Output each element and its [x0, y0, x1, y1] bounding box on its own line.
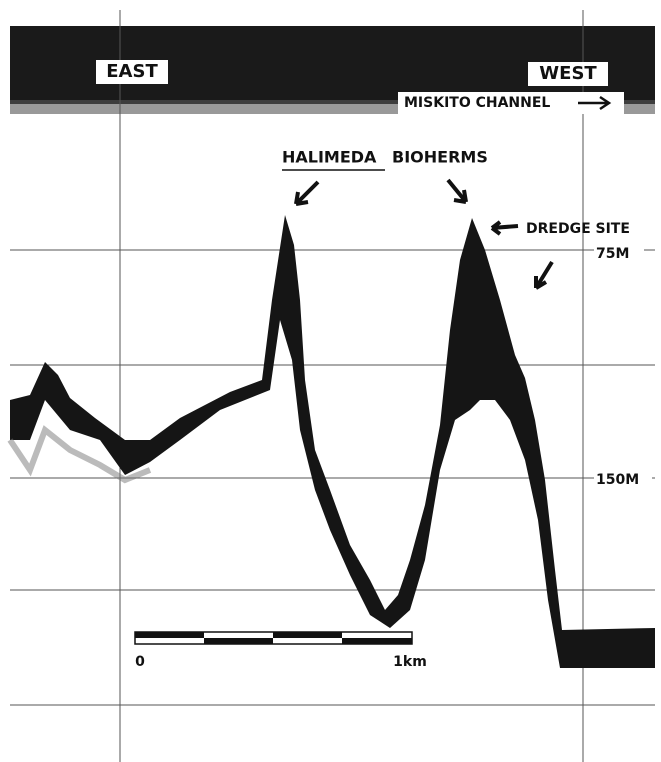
depth-label: 150M: [596, 472, 639, 488]
depth-label: 75M: [596, 246, 629, 262]
bioherms-genus: HALIMEDA: [282, 148, 377, 167]
scale-start: 0: [135, 654, 145, 670]
east-label: EAST: [106, 61, 158, 82]
scale-segment: [204, 638, 273, 644]
scale-segment: [342, 638, 412, 644]
channel-label: MISKITO CHANNEL: [404, 95, 550, 111]
scale-segment: [273, 632, 342, 638]
scale-segment: [135, 632, 204, 638]
profile-figure: EAST WEST MISKITO CHANNEL HALIMEDA BIOHE…: [0, 0, 661, 762]
bioherms-label: BIOHERMS: [392, 148, 488, 167]
scale-end: 1km: [393, 654, 427, 670]
west-label: WEST: [539, 63, 597, 84]
dredge-label: DREDGE SITE: [526, 221, 630, 237]
scale-bar: [135, 632, 412, 644]
